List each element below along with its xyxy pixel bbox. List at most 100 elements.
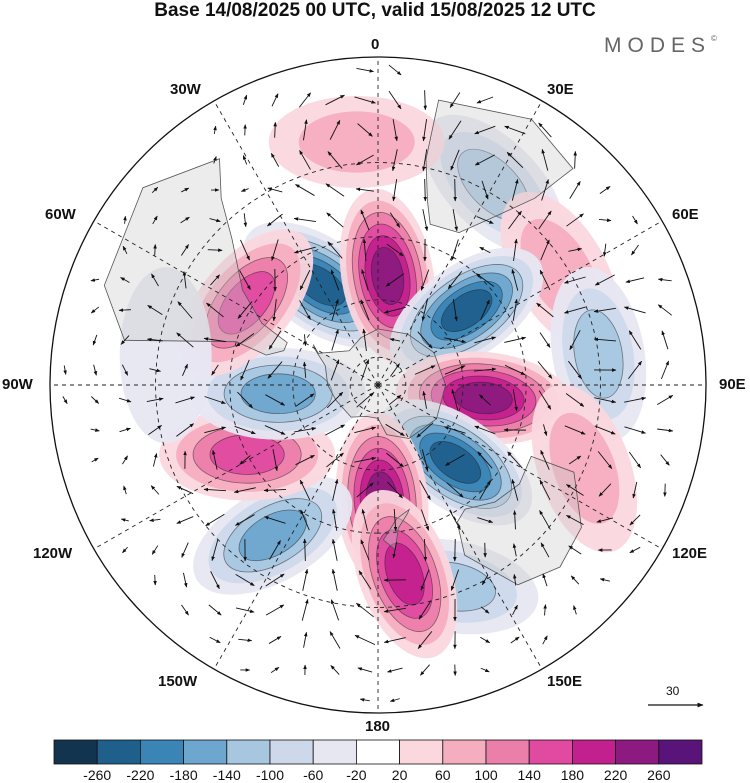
meridian-line [377, 384, 568, 713]
wind-arrow [205, 513, 225, 527]
wind-arrow [329, 631, 341, 649]
wind-arrow [477, 517, 494, 523]
colorbar-swatch [312, 739, 357, 765]
wind-arrow [512, 604, 518, 616]
wind-arrow [175, 396, 195, 404]
wind-arrow [660, 454, 670, 466]
wind-arrow [326, 452, 344, 468]
lon-label-120e: 120E [672, 545, 708, 562]
wind-arrow [391, 149, 398, 172]
colorbar-swatch [572, 739, 617, 765]
wind-arrow [357, 667, 373, 673]
wind-arrow [182, 363, 188, 376]
wind-arrow [122, 546, 128, 554]
wind-arrow [213, 156, 217, 164]
wind-arrow [448, 120, 462, 140]
wind-arrow [235, 607, 255, 613]
wind-arrow [300, 509, 310, 531]
wind-arrow [418, 600, 432, 620]
wind-arrow [417, 331, 433, 349]
wind-arrow [507, 451, 523, 469]
wind-arrow [594, 274, 615, 286]
wind-arrow [356, 482, 374, 498]
wind-arrow [181, 187, 190, 193]
wind-arrow [660, 360, 670, 380]
wind-arrow [628, 330, 642, 350]
wind-arrow [204, 426, 227, 434]
wind-arrow [240, 239, 250, 261]
wind-arrow [538, 122, 552, 138]
wind-arrow [388, 90, 402, 110]
latitude-circle [155, 161, 601, 609]
wind-arrow [267, 213, 283, 227]
wind-arrow [476, 216, 494, 224]
wind-arrow [120, 335, 130, 345]
wind-arrow [303, 119, 308, 141]
wind-arrow [623, 306, 646, 314]
wind-arrow [451, 388, 459, 411]
wind-arrow [449, 510, 461, 531]
wind-arrow [303, 631, 308, 648]
wind-arrow [152, 215, 158, 225]
wind-arrow [573, 150, 578, 169]
wind-arrow [211, 539, 219, 562]
wind-arrow [446, 482, 464, 498]
wind-arrow [330, 599, 340, 621]
wind-arrow [657, 277, 672, 282]
plot-title: Base 14/08/2025 00 UTC, valid 15/08/2025… [154, 0, 596, 21]
wind-arrow [540, 542, 550, 558]
colorbar-tick-label: 140 [517, 767, 541, 783]
wind-arrow [543, 604, 547, 616]
wind-arrow [539, 332, 551, 348]
wind-arrow [234, 425, 256, 435]
wind-arrow [512, 543, 517, 557]
wind-arrow [331, 538, 338, 561]
wind-arrow [540, 239, 550, 261]
wind-arrow [421, 449, 429, 472]
wind-arrow [295, 393, 315, 407]
wind-arrow [177, 301, 193, 319]
wind-arrow [209, 636, 221, 644]
wind-arrow [176, 423, 194, 437]
wind-arrow [91, 457, 99, 463]
wind-arrow [293, 217, 316, 223]
wind-arrow [597, 451, 613, 469]
wind-arrow [422, 209, 429, 232]
lon-label-150w: 150W [158, 673, 198, 690]
latitude-circle [229, 236, 527, 534]
wind-arrow [153, 574, 157, 586]
wind-arrow [450, 149, 460, 171]
wind-arrow [423, 178, 428, 202]
wind-arrow [361, 359, 369, 381]
wind-arrow [146, 397, 164, 402]
wind-arrow [149, 518, 161, 522]
wind-arrow [423, 90, 428, 111]
wind-arrow [569, 180, 581, 199]
wind-arrow [206, 302, 224, 318]
wind-arrow [92, 334, 98, 346]
lon-label-60w: 60W [45, 206, 76, 223]
wind-arrow [542, 635, 548, 645]
wind-arrow [326, 212, 344, 228]
wind-arrow [355, 187, 374, 192]
colorbar-swatch [226, 739, 271, 765]
wind-arrow [265, 573, 285, 587]
wind-arrow [421, 299, 428, 322]
wind-arrow [444, 337, 467, 344]
wind-arrow [599, 578, 610, 582]
wind-arrow [181, 244, 189, 256]
africa-outline [425, 99, 574, 234]
wind-arrow [152, 453, 158, 467]
colorbar-swatch [615, 739, 660, 765]
wind-arrow [414, 365, 436, 375]
wind-arrow [123, 215, 127, 224]
wind-arrow [568, 545, 582, 555]
wind-arrow [624, 426, 646, 434]
latitude-circle [292, 299, 464, 471]
wind-arrow [295, 184, 315, 196]
wind-arrow [383, 637, 406, 644]
wind-arrow [93, 364, 98, 376]
wind-arrow [539, 510, 551, 530]
colorbar-tick-label: -180 [169, 767, 198, 783]
